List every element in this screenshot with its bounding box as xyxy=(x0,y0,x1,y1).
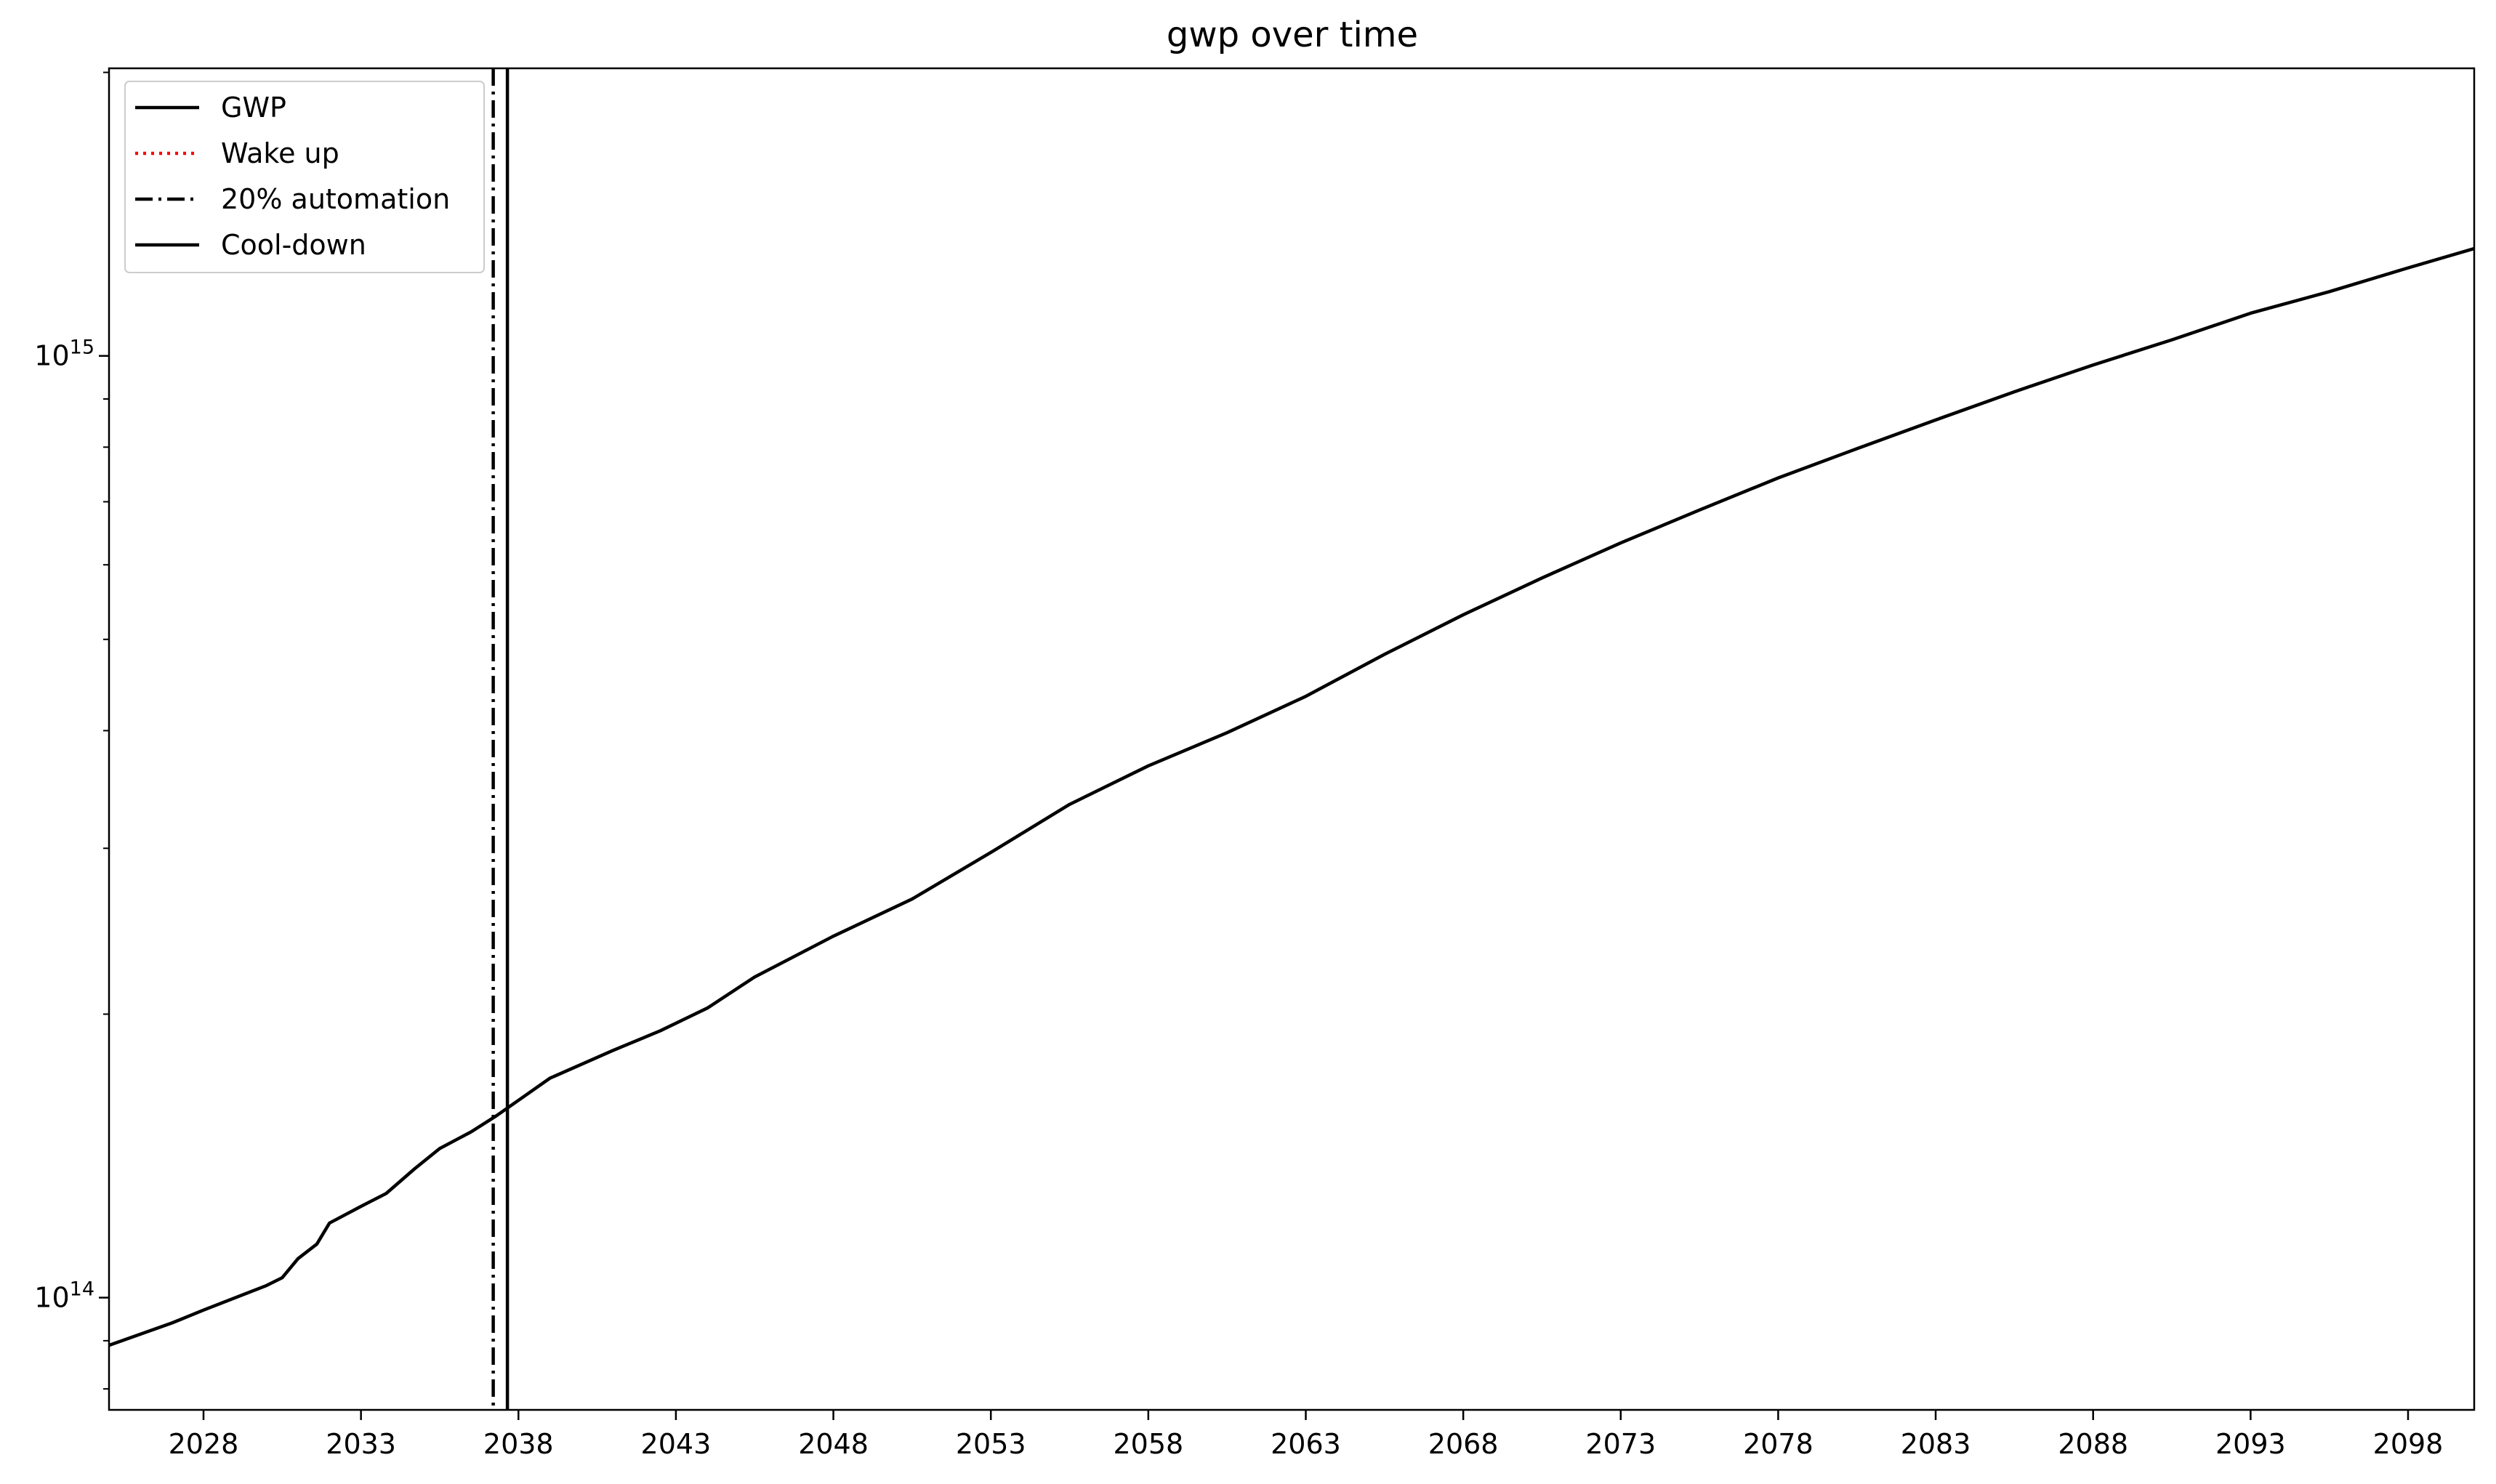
x-tick-label: 2073 xyxy=(1585,1428,1656,1460)
legend-box xyxy=(124,81,485,273)
legend: GWP Wake up 20% automation Cool-down xyxy=(124,81,485,273)
axes-frame xyxy=(108,67,2476,1411)
x-tick-label: 2038 xyxy=(483,1428,554,1460)
y-tick-label: 1014 xyxy=(34,1278,94,1314)
x-tick-label: 2068 xyxy=(1428,1428,1499,1460)
y-tick-base: 10 xyxy=(34,340,69,372)
series-line-gwp xyxy=(109,246,2474,1347)
y-tick-exponent: 15 xyxy=(70,336,94,359)
x-tick-label: 2048 xyxy=(798,1428,869,1460)
x-tick-label: 2098 xyxy=(2373,1428,2444,1460)
x-axis: 2028 2033 2038 2043 2048 2053 2058 2063 2068 2073… xyxy=(169,1410,2444,1460)
x-tick-label: 2083 xyxy=(1901,1428,1971,1460)
legend-label-cool-down: Cool-down xyxy=(221,229,366,261)
x-tick-label: 2088 xyxy=(2058,1428,2128,1460)
y-tick-label: 1015 xyxy=(34,336,94,372)
x-tick-label: 2053 xyxy=(956,1428,1026,1460)
x-tick-label: 2033 xyxy=(326,1428,396,1460)
x-tick-label: 2093 xyxy=(2215,1428,2286,1460)
y-tick-exponent: 14 xyxy=(70,1278,94,1301)
x-tick-label: 2063 xyxy=(1271,1428,1341,1460)
legend-label-20-automation: 20% automation xyxy=(221,183,450,215)
x-tick-label: 2043 xyxy=(641,1428,712,1460)
legend-label-gwp: GWP xyxy=(221,92,286,124)
x-tick-label: 2058 xyxy=(1113,1428,1183,1460)
x-tick-label: 2028 xyxy=(169,1428,239,1460)
legend-label-wake-up: Wake up xyxy=(221,137,339,169)
chart-title: gwp over time xyxy=(1167,15,1418,55)
y-tick-base: 10 xyxy=(34,1282,69,1314)
x-tick-label: 2078 xyxy=(1743,1428,1813,1460)
plot-area xyxy=(109,68,2474,1410)
